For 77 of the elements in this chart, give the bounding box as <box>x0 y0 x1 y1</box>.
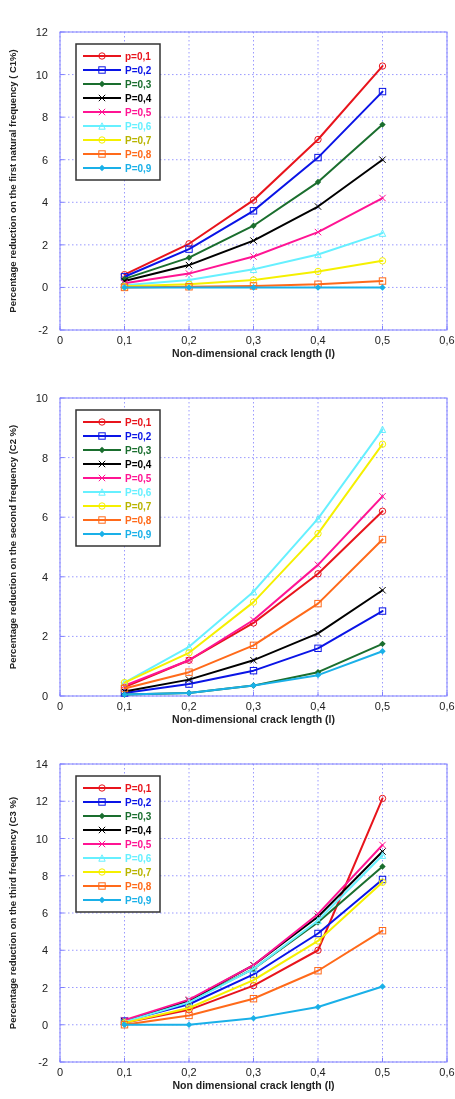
legend-label: P=0,3 <box>125 445 152 456</box>
legend-label: P=0,2 <box>125 797 152 808</box>
legend-label: P=0,7 <box>125 135 152 146</box>
x-tick-label: 0,2 <box>181 700 197 712</box>
y-tick-label: 6 <box>41 907 48 919</box>
x-tick-label: 0,4 <box>310 700 326 712</box>
x-tick-label: 0,3 <box>245 1066 262 1078</box>
legend-label: P=0,2 <box>125 65 152 76</box>
y-tick-label: 2 <box>41 238 48 251</box>
y-tick-label: 6 <box>41 511 48 524</box>
x-tick-label: 0,6 <box>439 334 455 346</box>
x-tick-label: 0,3 <box>245 700 262 712</box>
y-tick-label: 10 <box>35 68 48 81</box>
legend-label: P=0,5 <box>125 107 152 118</box>
y-tick-label: 8 <box>41 451 48 464</box>
x-axis-title: Non dimensional crack length (l) <box>172 1079 335 1091</box>
legend-label: P=0,6 <box>125 853 152 864</box>
y-tick-label: 8 <box>41 111 48 124</box>
x-tick-label: 0,1 <box>116 700 133 712</box>
y-tick-label: 0 <box>41 690 48 702</box>
y-tick-label: 6 <box>41 153 48 166</box>
y-tick-label: 2 <box>41 981 48 994</box>
legend-label: P=0,3 <box>125 79 152 90</box>
x-tick-label: 0,4 <box>310 1066 326 1078</box>
legend-label: P=0,6 <box>125 487 152 498</box>
legend-label: P=0,9 <box>125 895 152 906</box>
x-tick-label: 0,5 <box>374 700 391 712</box>
legend-label: P=0,8 <box>125 149 152 160</box>
y-tick-label: -2 <box>38 324 48 336</box>
x-tick-label: 0,1 <box>116 334 133 346</box>
legend-label: P=0,4 <box>125 93 152 104</box>
x-axis-title: Non-dimensional crack length (l) <box>172 347 335 359</box>
y-tick-label: 12 <box>35 26 48 38</box>
legend-label: P=0,9 <box>125 163 152 174</box>
x-tick-label: 0 <box>56 334 64 346</box>
x-tick-label: 0 <box>56 700 64 712</box>
x-tick-label: 0,2 <box>181 334 197 346</box>
x-tick-label: 0,3 <box>245 334 262 346</box>
legend-label: P=0,2 <box>125 431 152 442</box>
legend-label: P=0,9 <box>125 529 152 540</box>
y-tick-label: -2 <box>38 1056 48 1068</box>
legend-label: P=0,5 <box>125 473 152 484</box>
y-tick-label: 0 <box>41 281 48 294</box>
x-axis-title: Non-dimensional crack length (l) <box>172 713 335 725</box>
y-tick-label: 12 <box>35 795 48 808</box>
y-tick-label: 10 <box>35 392 48 404</box>
x-tick-label: 0,2 <box>181 1066 197 1078</box>
x-tick-label: 0,4 <box>310 334 326 346</box>
y-tick-label: 0 <box>41 1018 48 1031</box>
y-tick-label: 10 <box>35 832 48 845</box>
legend-label: p=0,1 <box>125 51 152 62</box>
legend-label: P=0,7 <box>125 501 152 512</box>
y-tick-label: 4 <box>41 570 48 583</box>
y-axis-title: Percentage reduction on the third frequency (C3 %) <box>7 796 18 1030</box>
x-tick-label: 0,6 <box>439 700 455 712</box>
y-tick-label: 2 <box>41 630 48 643</box>
legend-label: P=0,7 <box>125 867 152 878</box>
legend-label: P=0,6 <box>125 121 152 132</box>
legend-label: P=0,5 <box>125 839 152 850</box>
y-axis-title: Percentage reduction on the first natural frequency ( C1%) <box>7 49 18 313</box>
legend-label: P=0,1 <box>125 417 152 428</box>
x-tick-label: 0 <box>56 1066 64 1078</box>
x-tick-label: 0,6 <box>439 1066 455 1078</box>
y-tick-label: 4 <box>41 196 48 209</box>
y-tick-label: 14 <box>35 758 48 770</box>
legend-label: P=0,3 <box>125 811 152 822</box>
legend-label: P=0,8 <box>125 881 152 892</box>
x-tick-label: 0,5 <box>374 334 391 346</box>
x-tick-label: 0,5 <box>374 1066 391 1078</box>
x-tick-label: 0,1 <box>116 1066 133 1078</box>
y-tick-label: 4 <box>41 944 48 957</box>
legend-label: P=0,8 <box>125 515 152 526</box>
y-axis-title: Percentage reduction on the second frequency (C2 %) <box>7 424 18 670</box>
legend-label: P=0,4 <box>125 825 152 836</box>
legend-label: P=0,1 <box>125 783 152 794</box>
y-tick-label: 8 <box>41 869 48 882</box>
legend-label: P=0,4 <box>125 459 152 470</box>
